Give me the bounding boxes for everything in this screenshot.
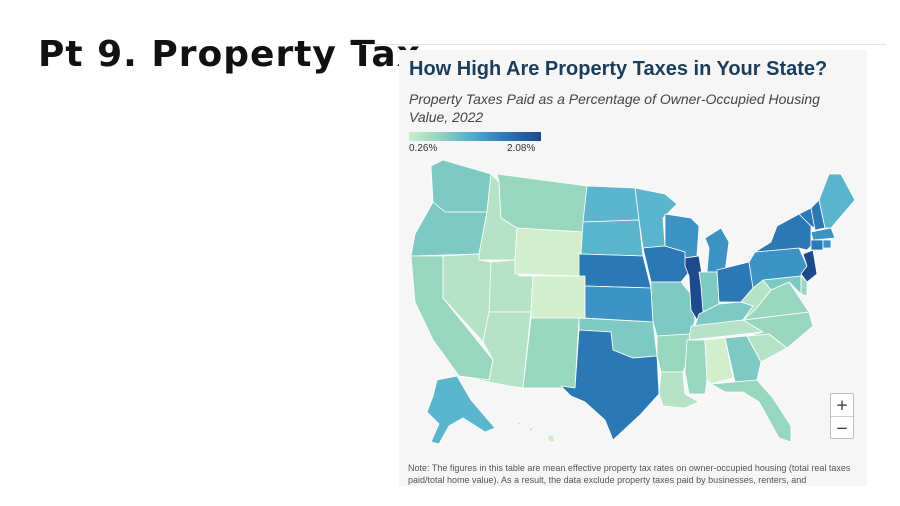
state-new-mexico[interactable] (522, 317, 580, 389)
zoom-out-button[interactable]: − (831, 416, 853, 438)
state-alaska[interactable] (426, 375, 496, 445)
state-maryland[interactable] (762, 275, 802, 295)
state-missouri[interactable] (650, 281, 696, 337)
map-title: How High Are Property Taxes in Your Stat… (409, 58, 828, 80)
state-north-carolina[interactable] (742, 311, 814, 349)
map-panel: How High Are Property Taxes in Your Stat… (399, 50, 867, 486)
state-washington[interactable] (430, 159, 492, 213)
legend-min-label: 0.26% (409, 143, 438, 154)
state-florida[interactable] (710, 379, 792, 443)
state-mississippi[interactable] (684, 339, 708, 395)
state-connecticut[interactable] (810, 239, 824, 251)
state-rhode-island[interactable] (822, 239, 832, 249)
legend-max-label: 2.08% (507, 143, 536, 154)
state-minnesota[interactable] (634, 187, 678, 249)
state-hawaii[interactable] (546, 433, 556, 443)
state-louisiana[interactable] (658, 371, 700, 409)
state-massachusetts[interactable] (810, 227, 836, 241)
state-texas[interactable] (560, 329, 660, 441)
state-hawaii[interactable] (516, 420, 522, 426)
state-colorado[interactable] (530, 275, 586, 319)
state-arizona[interactable] (458, 311, 532, 389)
zoom-controls: + − (830, 393, 854, 439)
state-georgia[interactable] (724, 335, 762, 383)
slide-divider (362, 44, 886, 45)
state-north-dakota[interactable] (582, 185, 640, 223)
state-new-york[interactable] (754, 213, 812, 253)
state-hawaii[interactable] (528, 426, 534, 432)
state-michigan[interactable] (704, 227, 730, 273)
state-montana[interactable] (496, 173, 588, 233)
map-note: Note: The figures in this table are mean… (408, 463, 851, 485)
state-nebraska[interactable] (578, 253, 652, 289)
legend-color-scale (409, 132, 541, 141)
state-wyoming[interactable] (514, 227, 584, 277)
state-alabama[interactable] (704, 337, 734, 385)
state-south-dakota[interactable] (580, 219, 644, 257)
state-kansas[interactable] (584, 285, 654, 323)
state-maine[interactable] (818, 173, 856, 229)
slide-title: Pt 9. Property Tax (38, 34, 421, 75)
map-subtitle: Property Taxes Paid as a Percentage of O… (409, 91, 820, 125)
us-choropleth-map[interactable] (399, 50, 867, 460)
zoom-in-button[interactable]: + (835, 396, 849, 414)
